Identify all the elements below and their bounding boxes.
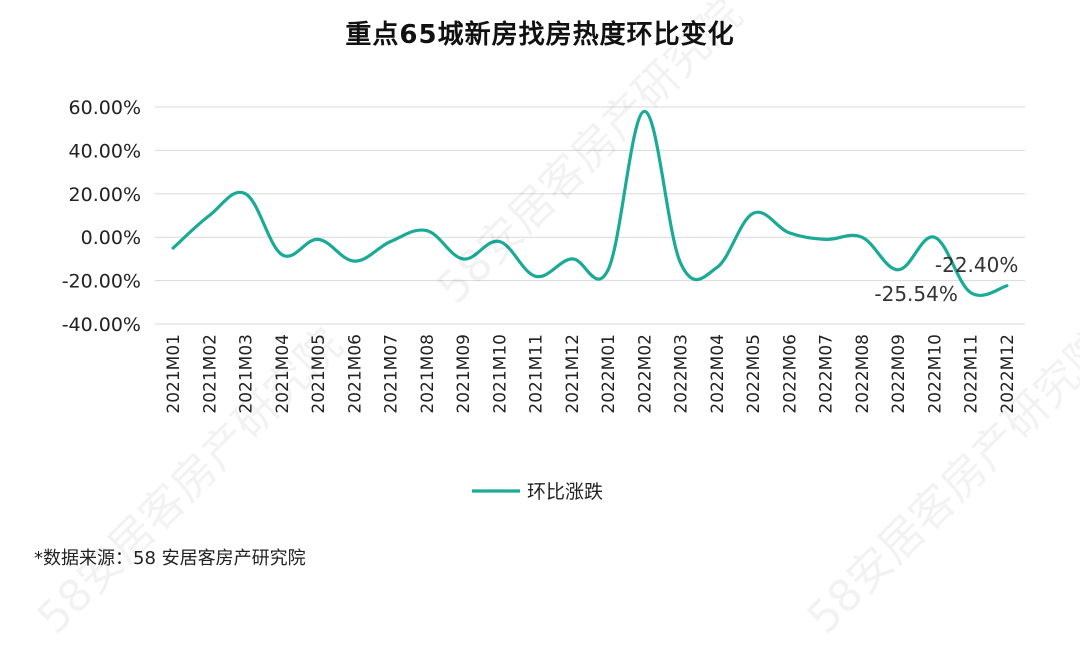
x-tick-label: 2022M11: [962, 334, 982, 414]
x-tick-label: 2021M10: [490, 334, 510, 414]
x-tick-label: 2022M01: [599, 334, 619, 414]
x-tick-label: 2021M04: [273, 334, 293, 414]
x-tick-label: 2022M02: [635, 334, 655, 414]
x-tick-label: 2022M05: [744, 334, 764, 414]
y-tick-label: 0.00%: [81, 227, 141, 249]
x-tick-label: 2022M04: [708, 334, 728, 414]
x-tick-label: 2022M09: [889, 334, 909, 414]
y-tick-label: -40.00%: [62, 314, 141, 336]
x-tick-label: 2021M09: [454, 334, 474, 414]
x-tick-label: 2021M06: [345, 334, 365, 414]
x-tick-label: 2021M12: [563, 334, 583, 414]
data-label: -22.40%: [935, 253, 1018, 277]
x-tick-label: 2021M11: [527, 334, 547, 414]
source-note: *数据来源：58 安居客房产研究院: [34, 548, 306, 569]
legend-label: 环比涨跌: [527, 481, 603, 503]
chart-title: 重点65城新房找房热度环比变化: [345, 20, 735, 50]
y-axis-ticks: 60.00% 40.00% 20.00% 0.00% -20.00% -40.00%: [62, 97, 141, 336]
x-tick-label: 2021M03: [237, 334, 257, 414]
y-tick-label: -20.00%: [62, 271, 141, 293]
x-tick-label: 2021M01: [164, 334, 184, 414]
y-tick-label: 20.00%: [69, 184, 141, 206]
x-tick-label: 2021M05: [309, 334, 329, 414]
line-chart: 60.00% 40.00% 20.00% 0.00% -20.00% -40.00% 20…: [62, 97, 1025, 503]
series-line: [171, 109, 1009, 298]
x-tick-label: 2021M07: [382, 334, 402, 414]
x-tick-label: 2022M08: [853, 334, 873, 414]
x-tick-label: 2022M06: [780, 334, 800, 414]
x-axis-ticks: 2021M01 2021M02 2021M03 2021M04 2021M05 2021M…: [164, 334, 1018, 414]
y-tick-label: 40.00%: [69, 140, 141, 162]
x-tick-label: 2022M10: [925, 334, 945, 414]
x-tick-label: 2021M02: [200, 334, 220, 414]
x-tick-label: 2021M08: [418, 334, 438, 414]
x-tick-label: 2022M07: [817, 334, 837, 414]
data-labels: -25.54% -22.40%: [874, 253, 1018, 306]
grid-lines: [155, 106, 1025, 325]
x-tick-label: 2022M12: [998, 334, 1018, 414]
data-label: -25.54%: [874, 282, 957, 306]
legend: 环比涨跌: [472, 481, 603, 503]
x-tick-label: 2022M03: [672, 334, 692, 414]
y-tick-label: 60.00%: [69, 97, 141, 119]
